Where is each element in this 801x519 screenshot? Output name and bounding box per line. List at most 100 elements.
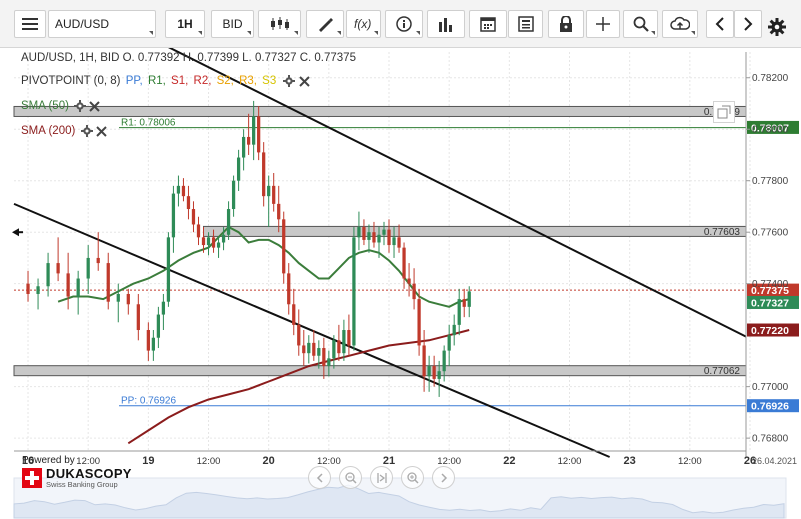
symbol-selector[interactable]: AUD/USD bbox=[48, 10, 156, 38]
trend-line-upper[interactable] bbox=[137, 31, 747, 338]
candle[interactable] bbox=[352, 227, 356, 351]
candle[interactable] bbox=[402, 242, 406, 289]
candle[interactable] bbox=[86, 245, 90, 294]
candle[interactable] bbox=[151, 330, 155, 361]
candle[interactable] bbox=[397, 224, 401, 253]
candle[interactable] bbox=[357, 211, 361, 251]
candle[interactable] bbox=[267, 175, 271, 228]
scroll-left-button[interactable] bbox=[706, 10, 734, 38]
nav-back-button[interactable] bbox=[308, 466, 331, 489]
candle[interactable] bbox=[437, 360, 441, 397]
candle[interactable] bbox=[226, 201, 231, 240]
candle[interactable] bbox=[191, 201, 196, 233]
candle[interactable] bbox=[297, 309, 301, 356]
candle[interactable] bbox=[332, 335, 336, 369]
candle[interactable] bbox=[46, 252, 50, 297]
candle[interactable] bbox=[166, 232, 171, 307]
candle[interactable] bbox=[186, 185, 191, 220]
candle[interactable] bbox=[106, 252, 110, 310]
candle[interactable] bbox=[247, 113, 251, 155]
lock-button[interactable] bbox=[548, 10, 584, 38]
candle[interactable] bbox=[76, 270, 80, 315]
candle[interactable] bbox=[277, 185, 281, 233]
candle[interactable] bbox=[422, 330, 426, 392]
candle[interactable] bbox=[377, 227, 381, 258]
timeframe-selector[interactable]: 1H bbox=[165, 10, 205, 38]
sma200-line[interactable] bbox=[127, 329, 470, 445]
candle[interactable] bbox=[56, 237, 60, 282]
nav-reset-button[interactable] bbox=[370, 466, 393, 489]
gear-icon[interactable] bbox=[283, 75, 296, 87]
candle[interactable] bbox=[236, 149, 241, 192]
close-icon[interactable] bbox=[89, 100, 101, 112]
candle[interactable] bbox=[156, 306, 161, 349]
nav-zoom-out-button[interactable] bbox=[339, 466, 362, 489]
close-icon[interactable] bbox=[96, 125, 107, 137]
candle[interactable] bbox=[307, 335, 311, 364]
trend-line-lower[interactable] bbox=[13, 202, 611, 458]
candle[interactable] bbox=[462, 288, 466, 318]
candle[interactable] bbox=[312, 330, 316, 361]
crosshair-button[interactable] bbox=[586, 10, 620, 38]
candle[interactable] bbox=[262, 142, 266, 207]
candle[interactable] bbox=[342, 319, 346, 361]
gear-icon[interactable] bbox=[74, 100, 87, 112]
menu-button[interactable] bbox=[14, 10, 46, 38]
candle[interactable] bbox=[327, 350, 331, 377]
candle[interactable] bbox=[216, 237, 221, 258]
candle[interactable] bbox=[136, 293, 140, 341]
candle[interactable] bbox=[387, 219, 391, 253]
candle[interactable] bbox=[241, 129, 246, 171]
support-band[interactable] bbox=[13, 365, 747, 377]
candle[interactable] bbox=[176, 175, 181, 207]
candle[interactable] bbox=[362, 219, 366, 246]
candle[interactable] bbox=[116, 283, 120, 323]
candle[interactable] bbox=[221, 227, 226, 251]
candle[interactable] bbox=[302, 330, 306, 367]
indicators-button[interactable]: f(x) bbox=[346, 10, 381, 38]
volume-button[interactable] bbox=[427, 10, 465, 38]
candle[interactable] bbox=[206, 232, 211, 256]
candle[interactable] bbox=[126, 288, 130, 315]
calendar-button[interactable] bbox=[469, 10, 507, 38]
candle[interactable] bbox=[292, 288, 296, 336]
chart-type-button[interactable] bbox=[258, 10, 301, 38]
restore-button[interactable] bbox=[713, 101, 735, 123]
candle[interactable] bbox=[96, 232, 100, 271]
candle[interactable] bbox=[447, 324, 451, 367]
candle[interactable] bbox=[452, 314, 456, 346]
candle[interactable] bbox=[432, 355, 436, 387]
candle[interactable] bbox=[282, 211, 286, 284]
info-button[interactable] bbox=[385, 10, 423, 38]
candle[interactable] bbox=[442, 345, 446, 382]
scroll-right-button[interactable] bbox=[734, 10, 762, 38]
candle[interactable] bbox=[161, 293, 166, 331]
candle[interactable] bbox=[231, 175, 236, 217]
candle[interactable] bbox=[337, 324, 341, 361]
candle[interactable] bbox=[322, 337, 326, 379]
candle[interactable] bbox=[66, 252, 70, 310]
candle[interactable] bbox=[347, 314, 351, 356]
news-button[interactable] bbox=[508, 10, 543, 38]
candle[interactable] bbox=[181, 178, 186, 202]
draw-tools-button[interactable] bbox=[306, 10, 344, 38]
candle[interactable] bbox=[272, 172, 276, 212]
candle[interactable] bbox=[427, 355, 431, 392]
candle[interactable] bbox=[382, 221, 386, 246]
close-icon[interactable] bbox=[298, 75, 310, 87]
settings-button[interactable] bbox=[762, 12, 792, 42]
side-selector[interactable]: BID bbox=[211, 10, 254, 38]
candle[interactable] bbox=[372, 221, 376, 248]
resistance-band[interactable] bbox=[13, 105, 747, 117]
candle[interactable] bbox=[196, 216, 201, 246]
candle[interactable] bbox=[257, 106, 261, 161]
candle[interactable] bbox=[417, 288, 421, 356]
candle[interactable] bbox=[36, 278, 40, 310]
candle[interactable] bbox=[146, 322, 150, 361]
candle[interactable] bbox=[26, 270, 30, 302]
candle[interactable] bbox=[412, 268, 416, 310]
gear-icon[interactable] bbox=[80, 125, 93, 137]
candle[interactable] bbox=[467, 286, 471, 318]
candle[interactable] bbox=[317, 340, 321, 369]
